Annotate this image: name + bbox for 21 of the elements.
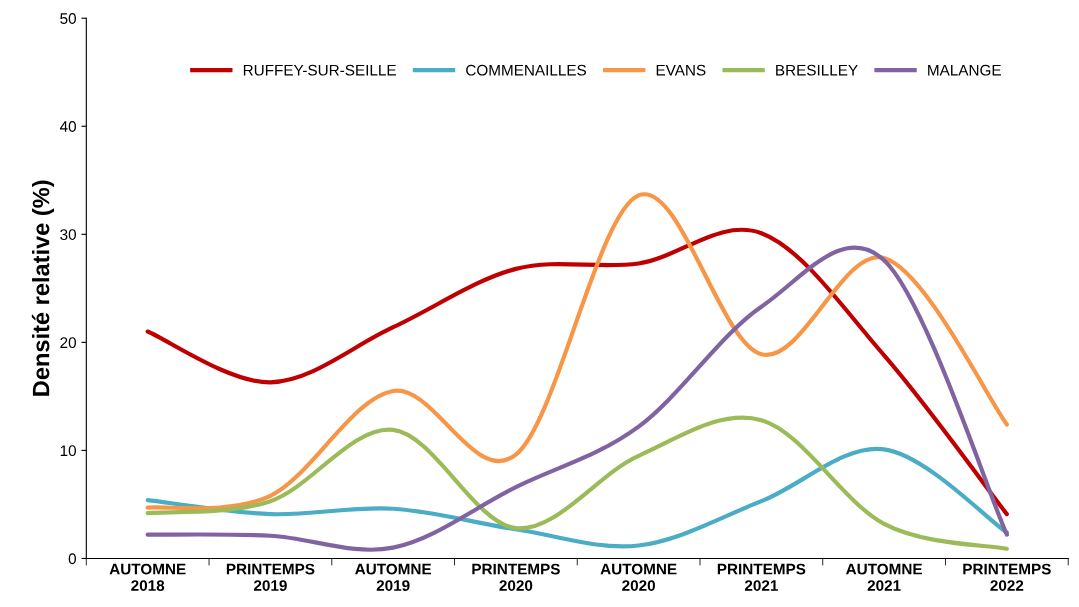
y-tick-label: 50: [60, 13, 76, 24]
x-tick-label: AUTOMNE 2019: [355, 563, 432, 591]
y-tick-label: 40: [59, 121, 76, 132]
legend-label: EVANS: [656, 64, 706, 76]
legend-label: MALANGE: [928, 64, 1001, 76]
x-tick-label: PRINTEMPS 2020: [472, 563, 560, 591]
x-tick-label: AUTOMNE 2021: [846, 563, 922, 591]
y-tick-label: 30: [60, 229, 76, 240]
legend-label: BRESILLEY: [776, 64, 858, 76]
legend-label: COMMENAILLES: [466, 64, 587, 76]
y-tick-label: 0: [68, 553, 76, 565]
y-axis-title: Densité relative (%): [31, 180, 55, 396]
y-tick-label: 10: [60, 445, 76, 457]
x-tick-label: PRINTEMPS 2021: [717, 563, 806, 591]
x-tick-label: PRINTEMPS 2022: [963, 563, 1051, 591]
line-series: [145, 447, 1009, 549]
legend-label: RUFFEY-SUR-SEILLE: [243, 64, 396, 76]
y-tick-label: 20: [60, 337, 76, 349]
x-tick-label: PRINTEMPS 2019: [226, 563, 315, 591]
x-tick-label: AUTOMNE 2020: [600, 563, 677, 591]
x-tick-label: AUTOMNE 2018: [109, 563, 186, 591]
